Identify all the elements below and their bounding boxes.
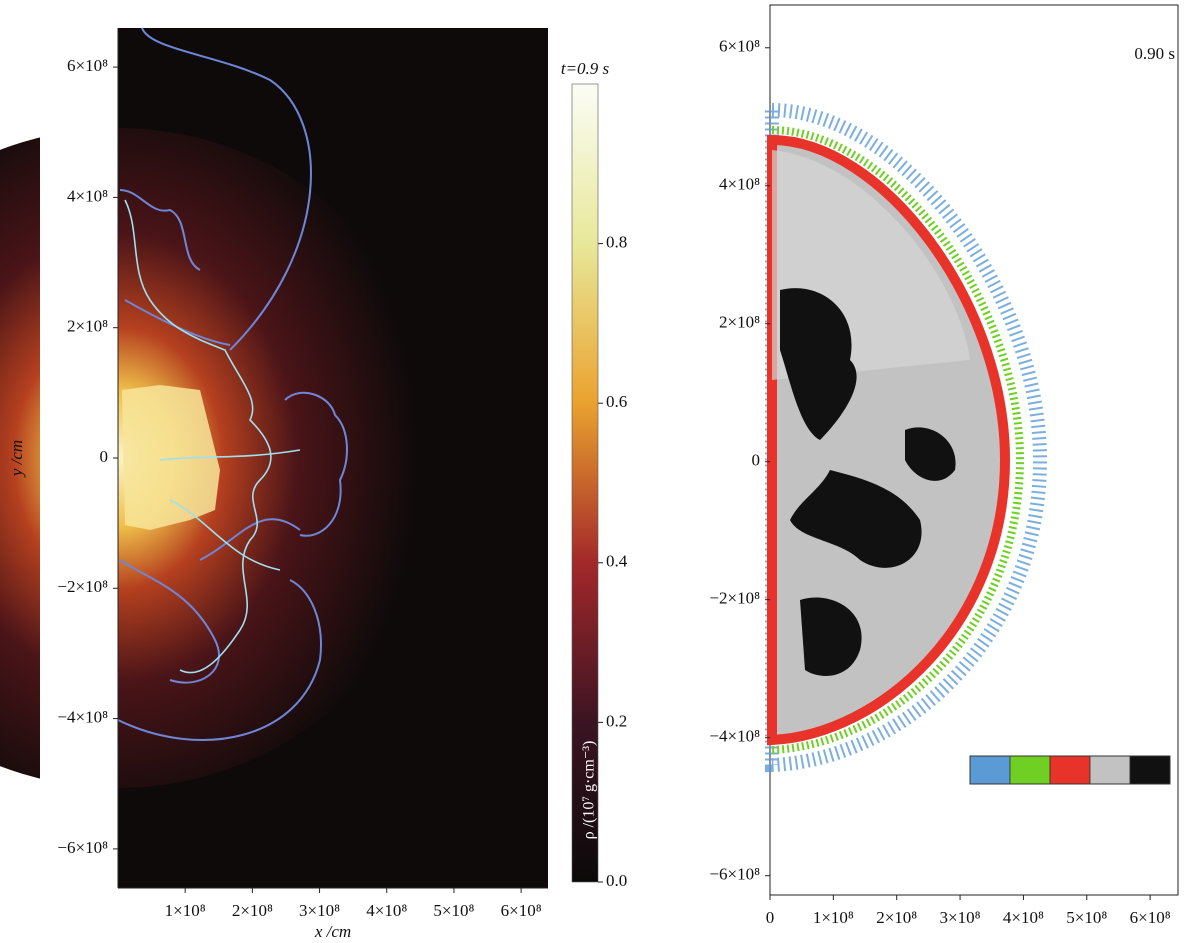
y-tick-label: 4×10⁸ [67,186,108,205]
x-tick-label: 1×10⁸ [165,901,206,920]
x-tick-label: 2×10⁸ [876,908,917,927]
y-tick-label: 2×10⁸ [719,313,760,332]
y-tick-label: 0 [100,447,109,466]
y-tick-label: 6×10⁸ [719,37,760,56]
y-tick-label: 0 [752,451,761,470]
y-axis-label: y /cm [7,440,26,478]
y-tick-label: −6×10⁸ [57,838,108,857]
x-tick-label: 2×10⁸ [232,901,273,920]
x-tick-label: 0 [766,908,775,927]
legend-swatch [970,756,1010,784]
y-tick-label: 4×10⁸ [719,175,760,194]
x-tick-label: 5×10⁸ [1066,908,1107,927]
legend-swatch [1090,756,1130,784]
figure: t=0.9 s ρ /(10⁷ g·cm⁻³) 0.90 s 6×10⁸ 4×10… [0,0,1197,943]
x-tick-label: 6×10⁸ [501,901,542,920]
colorbar-tick-label: 0.2 [606,711,627,730]
y-tick-label: −2×10⁸ [709,589,760,608]
legend-swatch [1050,756,1090,784]
x-tick-label: 5×10⁸ [433,901,474,920]
y-tick-label: −6×10⁸ [709,865,760,884]
x-tick-label: 3×10⁸ [940,908,981,927]
colorbar-title: t=0.9 s [561,59,610,78]
colorbar-tick-label: 0.4 [606,552,628,571]
time-annotation: 0.90 s [1134,44,1175,63]
colorbar-tick-label: 0.0 [606,871,627,890]
x-tick-label: 3×10⁸ [299,901,340,920]
x-tick-label: 4×10⁸ [366,901,407,920]
colorbar-tick-label: 0.8 [606,233,627,252]
y-tick-label: 6×10⁸ [67,56,108,75]
x-tick-label: 6×10⁸ [1130,908,1171,927]
legend-swatch [1010,756,1050,784]
colorbar-tick-label: 0.6 [606,392,627,411]
x-tick-label: 1×10⁸ [813,908,854,927]
y-tick-label: −4×10⁸ [57,708,108,727]
y-tick-label: −2×10⁸ [57,577,108,596]
y-tick-label: −4×10⁸ [709,727,760,746]
x-tick-label: 4×10⁸ [1003,908,1044,927]
x-axis-label: x /cm [314,922,351,941]
colorbar-label: ρ /(10⁷ g·cm⁻³) [581,741,598,840]
y-tick-label: 2×10⁸ [67,317,108,336]
legend-swatch [1130,756,1170,784]
